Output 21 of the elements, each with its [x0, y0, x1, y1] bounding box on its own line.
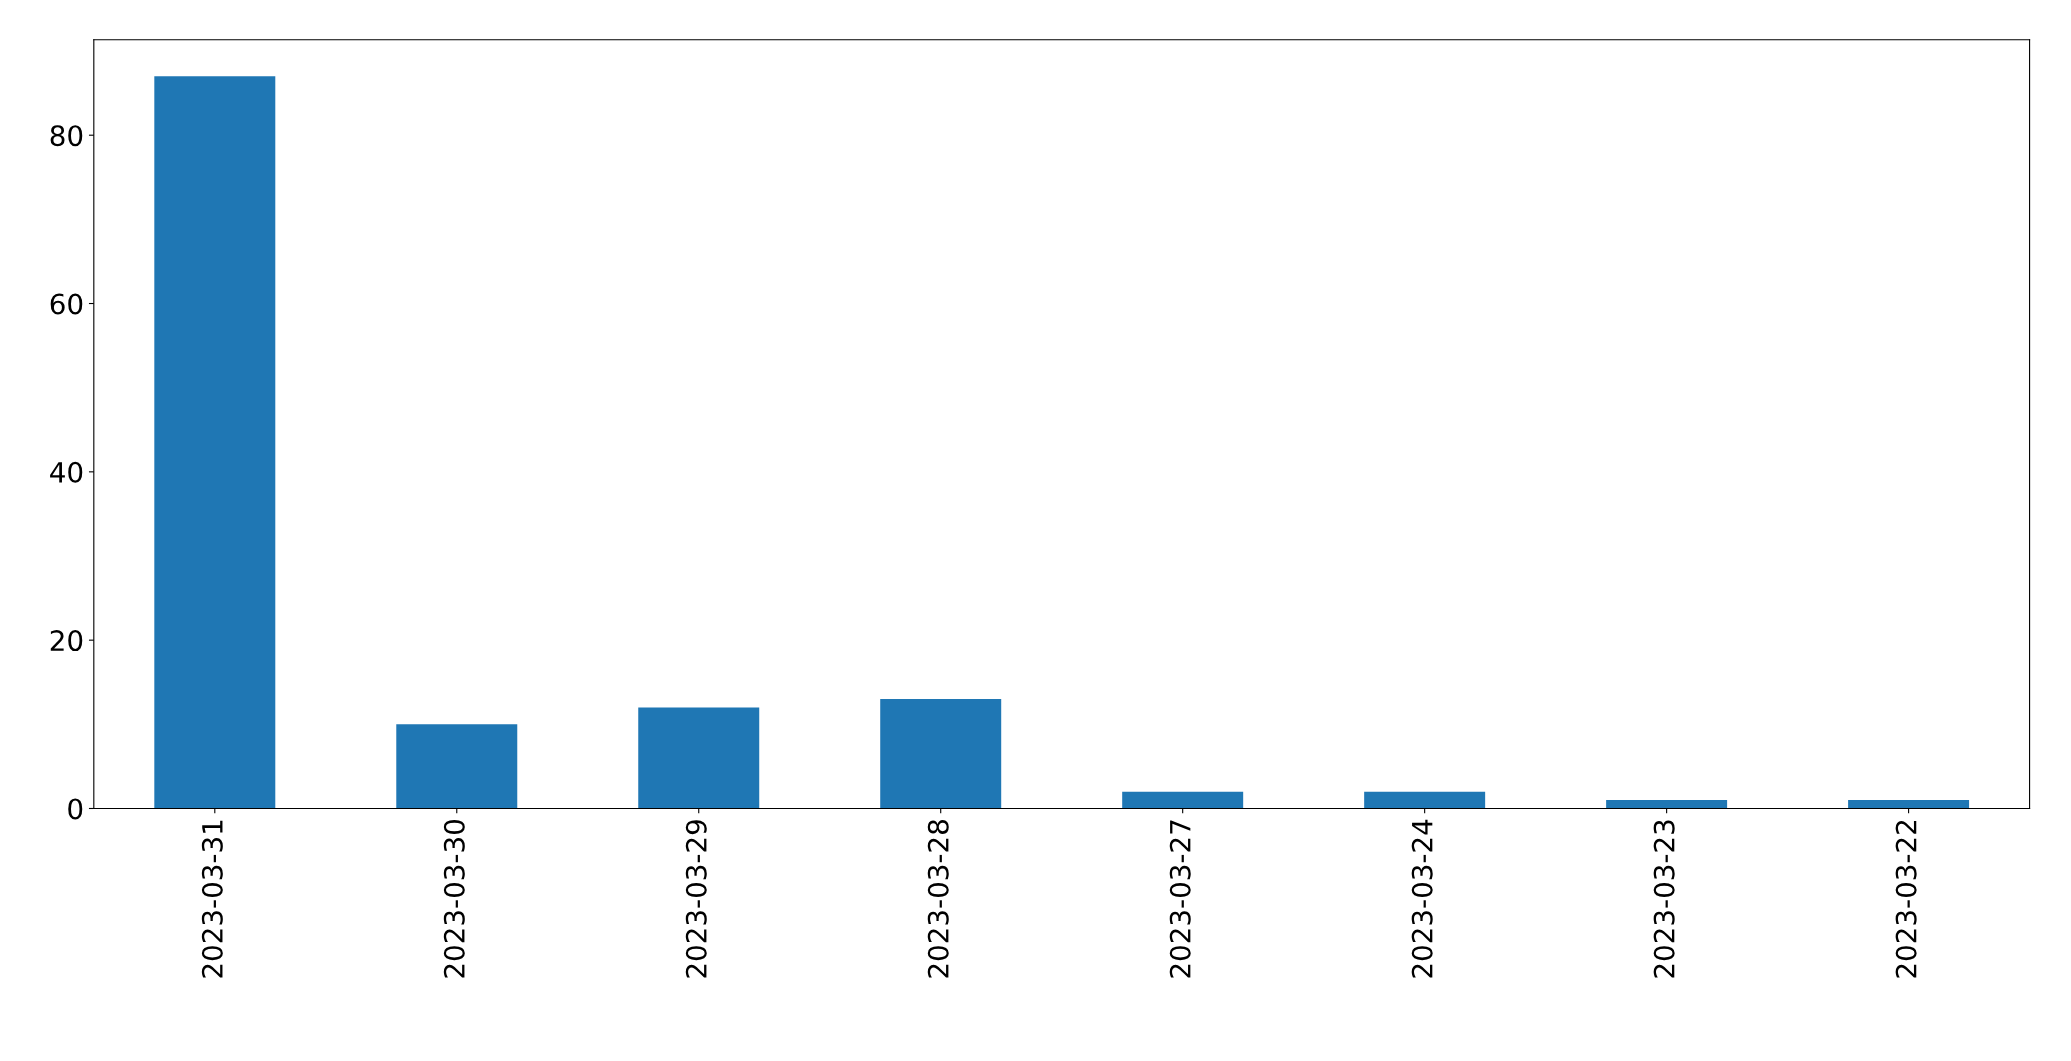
x-tick-label: 2023-03-22	[1895, 820, 1917, 978]
y-tick-label: 60	[50, 293, 83, 315]
bar	[638, 707, 760, 809]
x-tick-label: 2023-03-28	[927, 820, 949, 978]
bar	[1606, 800, 1728, 809]
bar	[880, 699, 1002, 809]
x-tick-label: 2023-03-24	[1411, 819, 1433, 978]
y-tick-label: 20	[50, 630, 83, 652]
y-tick-label: 0	[68, 798, 83, 820]
bar	[396, 724, 518, 809]
x-tick-label: 2023-03-31	[201, 820, 223, 978]
x-tick-label: 2023-03-29	[685, 820, 707, 978]
x-tick-label: 2023-03-30	[443, 820, 465, 978]
bar	[154, 76, 276, 809]
y-tick-label: 40	[50, 461, 83, 483]
bar	[1848, 800, 1970, 809]
y-tick-label: 80	[50, 125, 83, 147]
bar	[1364, 791, 1486, 809]
x-tick-label: 2023-03-23	[1653, 820, 1675, 978]
bar	[1122, 791, 1244, 809]
x-tick-label: 2023-03-27	[1169, 820, 1191, 978]
